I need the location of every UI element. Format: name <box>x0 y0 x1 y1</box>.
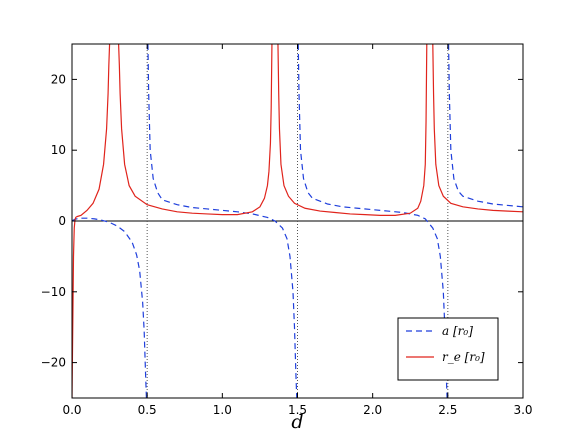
y-tick-label-0: −20 <box>41 356 66 370</box>
legend-box <box>397 317 499 381</box>
x-tick-label-3: 1.5 <box>288 403 307 417</box>
y-tick-label-2: 0 <box>58 214 66 228</box>
x-tick-label-2: 1.0 <box>213 403 232 417</box>
series-1-segment-2 <box>118 44 273 216</box>
y-tick-label-1: −10 <box>41 285 66 299</box>
series-layer <box>72 44 523 398</box>
series-1-segment-4 <box>432 44 523 213</box>
series-0-segment-1 <box>147 44 298 398</box>
y-tick-label-3: 10 <box>51 143 66 157</box>
x-tick-label-5: 2.5 <box>438 403 457 417</box>
series-0-segment-3 <box>447 44 523 208</box>
series-1-segment-3 <box>277 44 428 216</box>
series-0-segment-0 <box>72 217 148 398</box>
x-tick-label-6: 3.0 <box>513 403 532 417</box>
x-tick-label-1: 0.5 <box>138 403 157 417</box>
x-tick-label-4: 2.0 <box>363 403 382 417</box>
x-axis-label: d <box>291 411 303 433</box>
series-1-segment-0 <box>72 216 77 398</box>
ticks-layer: 0.0 0.5 1.0 1.5 2.0 2.5 3.0 −20 −10 0 10 20 <box>41 44 533 417</box>
legend-label-re: r_e [r₀] <box>442 350 485 364</box>
y-tick-label-4: 20 <box>51 72 66 86</box>
series-0-segment-2 <box>297 44 448 398</box>
x-tick-label-0: 0.0 <box>62 403 81 417</box>
legend-label-a: a [r₀] <box>442 324 473 338</box>
legend: a [r₀] r_e [r₀] <box>397 317 499 381</box>
series-1-segment-1 <box>76 44 111 218</box>
